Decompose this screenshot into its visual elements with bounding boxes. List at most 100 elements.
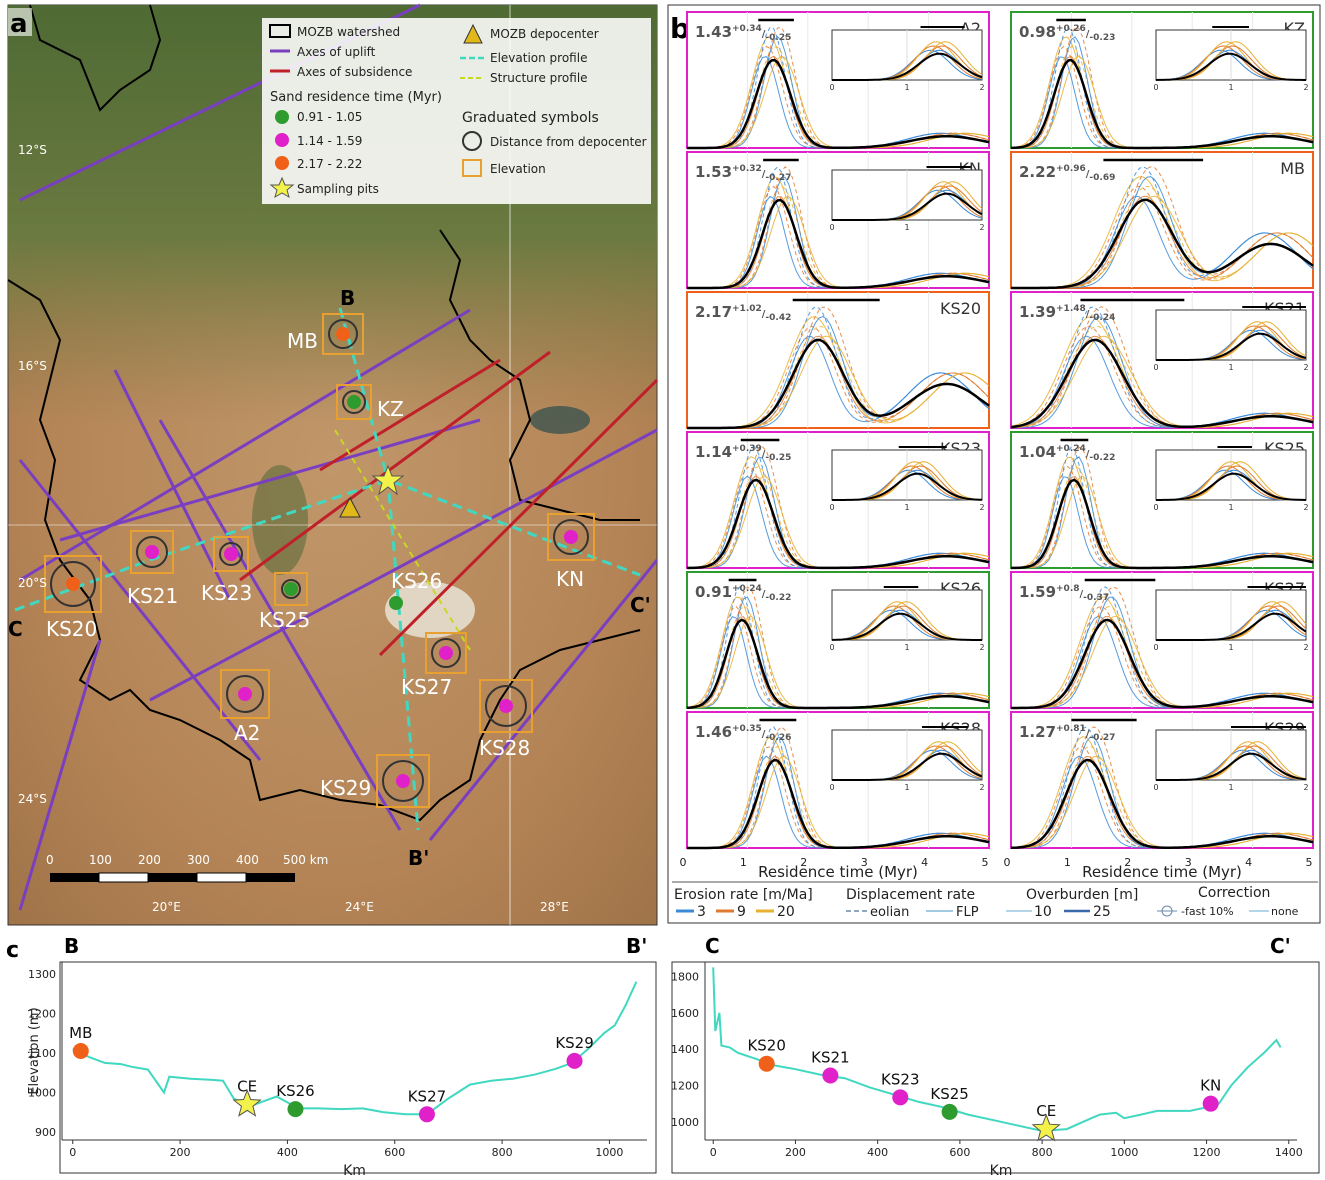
profile-c-chart: 0 200 400 600 800 1000 1200 1400 1000 1200 1400 160…: [671, 934, 1320, 1179]
y-tick-label: 1000: [28, 1087, 56, 1100]
elevation-box: [322, 313, 364, 355]
mean-curve: [687, 58, 990, 150]
inset-mean-curve: [832, 752, 983, 781]
site-marker: [224, 547, 238, 561]
erosion-value: 20: [777, 904, 795, 920]
value-slash: /: [762, 449, 766, 460]
density-axes: 0 1 2 3 4 5 Residence time (Myr) 0 1 2 3 4 5 Residenc…: [680, 856, 1313, 881]
map-site-ks29: KS29: [320, 754, 430, 808]
inset-tick: 0: [1153, 643, 1158, 652]
scale-label: 100: [89, 853, 112, 867]
legend-graduated-title: Graduated symbols: [462, 110, 599, 126]
legend-elevation: Elevation: [490, 162, 546, 176]
profile-letter-Bp: B': [408, 846, 429, 870]
density-panels: 1.43+0.34/-0.25 A20 1 20.98+0.26/-0.23 KZ0 1 2…: [686, 11, 1314, 850]
profile-site-label: KS23: [881, 1070, 919, 1088]
watershed-outline: [7, 4, 641, 822]
value-slash: /: [1086, 309, 1090, 320]
mean-curve: [686, 478, 990, 570]
profile-site-marker: [287, 1101, 304, 1118]
x-tick-label: 1400: [1275, 1146, 1303, 1159]
density-tick: 2: [1124, 856, 1131, 869]
displacement-title: Displacement rate: [846, 887, 975, 903]
lon-label: 24°E: [345, 900, 374, 914]
x-tick-label: 0: [710, 1146, 717, 1159]
delta: [252, 465, 308, 575]
site-label: KN: [556, 567, 584, 591]
value-slash: /: [1086, 29, 1090, 40]
mean-curve: [1010, 338, 1314, 429]
inset-mean-curve: [1156, 612, 1307, 641]
inset-tick: 0: [1153, 83, 1158, 92]
profile-b-chart: 0 200 400 600 800 1000 900 1000 1100 1200 1300 Km El…: [27, 934, 657, 1179]
value-main: 1.39: [1019, 303, 1056, 321]
scale-label: 200: [138, 853, 161, 867]
value-slash: /: [1086, 169, 1090, 180]
inset-plot: 0 1 2: [829, 726, 985, 792]
residence-value: 1.59+0.8/-0.37: [1019, 583, 1109, 603]
site-marker: [145, 545, 159, 559]
site-marker: [499, 699, 513, 713]
inset-tick: 1: [904, 223, 909, 232]
inset-plot: 0 1 2: [1153, 446, 1309, 512]
map-site-a2: A2: [220, 669, 270, 745]
mean-curve: [687, 338, 990, 430]
mean-curve: [1011, 198, 1314, 290]
density-tick: 0: [680, 856, 687, 869]
value-slash: /: [762, 29, 766, 40]
profile-site-label: KS27: [408, 1087, 446, 1105]
value-slash: /: [762, 309, 766, 320]
map-site-ks27: KS27: [401, 632, 467, 699]
density-tick: 5: [1306, 856, 1313, 869]
panel-letter-bg: [8, 8, 32, 36]
x-tick-label: 600: [949, 1146, 970, 1159]
x-tick-label: 200: [170, 1146, 191, 1159]
distance-ring: [226, 675, 264, 713]
thin-curve: [1011, 316, 1314, 429]
inset-tick: 1: [904, 83, 909, 92]
y-tick-label: 1100: [28, 1047, 56, 1060]
profile-letter-B: B: [340, 286, 355, 310]
value-minus: -0.27: [765, 173, 791, 183]
profile-site-marker: [1202, 1095, 1219, 1112]
lake: [530, 406, 590, 434]
value-main: 2.22: [1019, 163, 1056, 181]
profile-site-label: KS26: [276, 1082, 314, 1100]
residence-value: 1.27+0.81/-0.27: [1019, 723, 1115, 743]
subsidence-axes: [239, 350, 659, 657]
inset-mean-curve: [1155, 52, 1306, 81]
value-minus: -0.42: [765, 313, 791, 323]
y-tick-label: 1800: [671, 971, 699, 984]
site-marker: [564, 530, 578, 544]
inset-plot: 0 1 2: [829, 586, 985, 652]
profile-start-label: B: [64, 934, 79, 958]
displacement-value: eolian: [870, 905, 909, 920]
inset-tick: 0: [829, 783, 834, 792]
profile-site-marker: [566, 1052, 583, 1069]
site-label: KZ: [377, 397, 404, 421]
site-marker: [336, 327, 350, 341]
graticule-labels: 12°S 16°S 20°S 24°S 20°E 24°E 28°E: [18, 143, 569, 914]
value-main: 1.27: [1019, 723, 1056, 741]
value-minus: -0.22: [765, 593, 791, 603]
map-site-kz: KZ: [336, 384, 404, 421]
value-main: 0.98: [1019, 23, 1056, 41]
inset-tick: 1: [904, 783, 909, 792]
density-tick: 1: [1064, 856, 1071, 869]
inset-tick: 2: [1303, 503, 1308, 512]
profile-frame: [671, 961, 1320, 1174]
distance-ring: [342, 390, 366, 414]
density-panel-a2: 1.43+0.34/-0.25 A20 1 2: [686, 11, 990, 150]
distance-ring: [431, 638, 461, 668]
panel-border: [1010, 151, 1314, 289]
erosion-value: 3: [697, 904, 706, 920]
site-label: KS29: [320, 776, 371, 800]
x-tick-label: 1000: [595, 1146, 623, 1159]
thin-curve: [1010, 306, 1314, 429]
inset-tick: 1: [1228, 83, 1233, 92]
legend-uplift: Axes of uplift: [297, 45, 376, 59]
elevation-box: [220, 669, 270, 719]
inset-mean-curve: [1156, 752, 1307, 781]
x-tick-label: 1200: [1193, 1146, 1221, 1159]
map-site-ks21: KS21: [127, 530, 178, 608]
